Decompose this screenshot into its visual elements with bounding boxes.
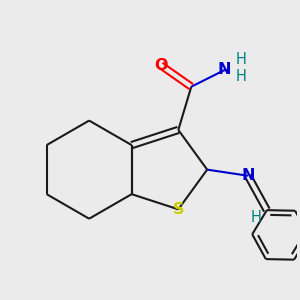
Text: N: N bbox=[241, 168, 255, 183]
Text: H: H bbox=[236, 70, 247, 85]
Text: H: H bbox=[250, 210, 261, 225]
Text: S: S bbox=[172, 202, 184, 217]
Text: O: O bbox=[154, 58, 167, 73]
Text: N: N bbox=[218, 61, 231, 76]
Text: H: H bbox=[236, 52, 247, 67]
